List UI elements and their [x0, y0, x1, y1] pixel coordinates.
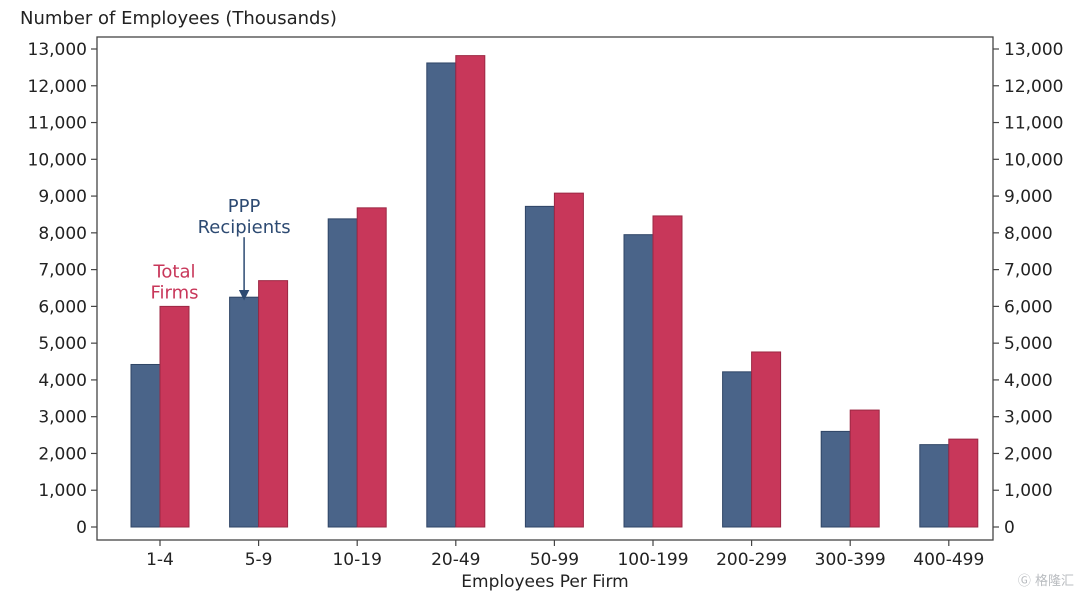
x-tick-label: 300-399	[815, 550, 886, 570]
y-tick-label-right: 11,000	[1004, 114, 1063, 134]
bar-total-firms	[455, 55, 486, 528]
y-tick-label-left: 9,000	[38, 187, 87, 207]
bar-total-firms	[356, 207, 387, 528]
annotation-total-firms: Firms	[150, 282, 198, 303]
y-tick-label-left: 4,000	[38, 371, 87, 391]
bar-total-firms	[258, 280, 289, 528]
y-tick-label-right: 10,000	[1004, 150, 1063, 170]
x-tick-label: 10-19	[332, 550, 381, 570]
y-tick-label-left: 0	[76, 518, 87, 538]
y-tick-label-right: 2,000	[1004, 444, 1053, 464]
y-tick-label-left: 2,000	[38, 444, 87, 464]
y-tick-label-right: 9,000	[1004, 187, 1053, 207]
y-tick-label-left: 12,000	[28, 77, 87, 97]
bar-ppp-recipients	[919, 444, 950, 528]
plot-frame	[96, 36, 994, 541]
bar-ppp-recipients	[722, 371, 753, 528]
y-tick-label-right: 4,000	[1004, 371, 1053, 391]
y-tick-label-left: 6,000	[38, 297, 87, 317]
x-tick-label: 400-499	[913, 550, 984, 570]
bar-total-firms	[553, 192, 584, 528]
bar-ppp-recipients	[327, 218, 358, 528]
bar-ppp-recipients	[130, 363, 161, 528]
x-tick-label: 20-49	[431, 550, 480, 570]
y-tick-label-left: 1,000	[38, 481, 87, 501]
watermark-logo: Ⓖ 格隆汇	[1017, 574, 1074, 589]
x-tick-label: 50-99	[530, 550, 579, 570]
chart-title: Number of Employees (Thousands)	[20, 8, 337, 29]
bar-total-firms	[159, 305, 190, 528]
bar-total-firms	[652, 215, 683, 528]
y-tick-label-left: 3,000	[38, 408, 87, 428]
bar-ppp-recipients	[426, 62, 457, 528]
bar-ppp-recipients	[623, 234, 654, 528]
y-tick-label-right: 0	[1004, 518, 1015, 538]
y-tick-label-left: 13,000	[28, 40, 87, 60]
bar-total-firms	[751, 351, 782, 528]
annotation-ppp-recipients: Recipients	[198, 217, 291, 238]
bar-ppp-recipients	[229, 296, 260, 528]
bar-total-firms	[948, 438, 979, 528]
x-tick-label: 100-199	[617, 550, 688, 570]
y-tick-label-right: 3,000	[1004, 408, 1053, 428]
y-tick-label-right: 12,000	[1004, 77, 1063, 97]
y-tick-label-right: 13,000	[1004, 40, 1063, 60]
watermark-text: 格隆汇	[1034, 574, 1074, 589]
annotation-ppp-recipients: PPP	[228, 196, 261, 217]
x-axis-label: Employees Per Firm	[461, 572, 628, 592]
y-tick-label-left: 10,000	[28, 150, 87, 170]
y-tick-label-right: 6,000	[1004, 297, 1053, 317]
bar-ppp-recipients	[524, 205, 555, 528]
y-tick-label-left: 11,000	[28, 114, 87, 134]
y-tick-label-left: 8,000	[38, 224, 87, 244]
x-tick-label: 1-4	[146, 550, 174, 570]
y-tick-label-right: 1,000	[1004, 481, 1053, 501]
y-tick-label-right: 5,000	[1004, 334, 1053, 354]
y-tick-label-left: 7,000	[38, 261, 87, 281]
bar-total-firms	[849, 409, 880, 528]
annotation-total-firms: Total	[152, 261, 195, 282]
y-tick-label-right: 8,000	[1004, 224, 1053, 244]
bar-ppp-recipients	[820, 430, 851, 528]
y-tick-label-right: 7,000	[1004, 261, 1053, 281]
x-tick-label: 5-9	[245, 550, 273, 570]
y-tick-label-left: 5,000	[38, 334, 87, 354]
x-tick-label: 200-299	[716, 550, 787, 570]
